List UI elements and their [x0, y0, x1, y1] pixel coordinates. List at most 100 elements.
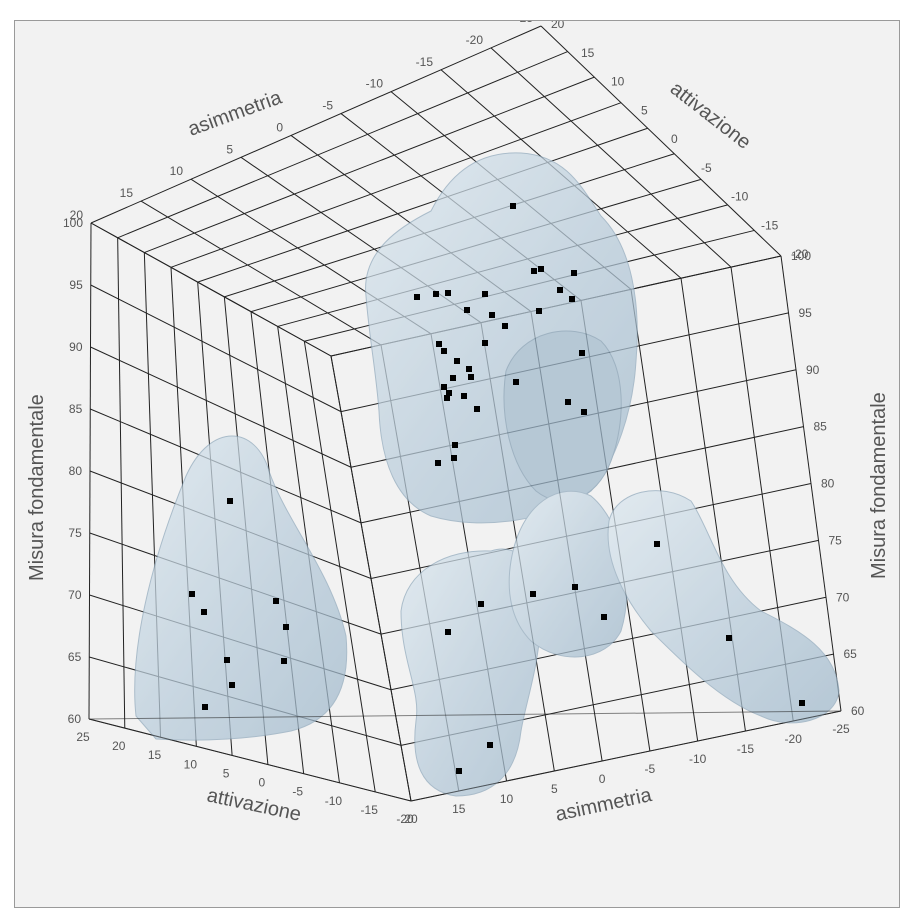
tick-right-z: 85 — [814, 420, 828, 434]
tick-left-z: 85 — [69, 402, 83, 416]
axis-title-top-left: asimmetria — [185, 86, 285, 140]
tick-bottom-right: -25 — [832, 722, 850, 736]
tick-bottom-left: -20 — [396, 812, 414, 826]
data-point — [227, 498, 233, 504]
data-point — [281, 658, 287, 664]
data-point — [538, 266, 544, 272]
data-point — [201, 609, 207, 615]
data-point — [557, 287, 563, 293]
scatter-points — [189, 203, 805, 774]
tick-top-left: 0 — [276, 120, 283, 134]
data-point — [579, 350, 585, 356]
tick-left-z: 70 — [68, 588, 82, 602]
data-point — [531, 268, 537, 274]
data-point — [456, 768, 462, 774]
data-point — [273, 598, 279, 604]
axis-title-right-z: Misura fondamentale — [868, 392, 890, 579]
tick-bottom-right: 5 — [551, 782, 558, 796]
tick-top-left: -10 — [366, 77, 384, 91]
tick-top-right: 15 — [581, 46, 595, 60]
data-point — [502, 323, 508, 329]
tick-top-right: -5 — [701, 161, 712, 175]
data-point — [445, 629, 451, 635]
surface-middle-blob — [503, 330, 622, 502]
data-point — [565, 399, 571, 405]
tick-right-z: 100 — [791, 249, 811, 263]
surface-left-cluster — [134, 435, 348, 741]
data-point — [482, 340, 488, 346]
tick-top-left: 10 — [170, 164, 184, 178]
tick-right-z: 90 — [806, 363, 820, 377]
data-point — [441, 384, 447, 390]
data-point — [450, 375, 456, 381]
grid-line — [90, 222, 332, 357]
data-point — [464, 307, 470, 313]
data-point — [202, 704, 208, 710]
data-point — [452, 442, 458, 448]
data-point — [510, 203, 516, 209]
tick-top-right: -15 — [761, 218, 779, 232]
surface-right-cluster — [607, 490, 840, 724]
floor-edge — [88, 718, 412, 802]
axis-title-left-z: Misura fondamentale — [26, 394, 48, 581]
data-point — [229, 682, 235, 688]
grid-line — [170, 102, 622, 268]
data-point — [489, 312, 495, 318]
tick-top-left: 5 — [226, 142, 233, 156]
grid-line — [117, 51, 568, 239]
tick-bottom-left: 5 — [223, 766, 230, 780]
data-point — [601, 614, 607, 620]
floor-edge — [88, 710, 842, 720]
tick-top-left: -15 — [416, 55, 434, 69]
grid-line — [144, 76, 595, 254]
grid-line — [197, 127, 648, 283]
tick-bottom-left: 10 — [184, 757, 198, 771]
axis-title-top-right: attivazione — [666, 78, 755, 154]
data-point — [530, 591, 536, 597]
grid-line — [90, 284, 342, 413]
tick-left-z: 60 — [68, 712, 82, 726]
tick-bottom-left: -15 — [361, 803, 379, 817]
data-point — [487, 742, 493, 748]
data-point — [224, 657, 230, 663]
data-point — [536, 308, 542, 314]
data-point — [569, 296, 575, 302]
data-point — [444, 395, 450, 401]
tick-top-left: 15 — [120, 186, 134, 200]
tick-top-left: -5 — [322, 99, 333, 113]
front-grid — [88, 710, 842, 802]
tick-top-right: -10 — [731, 190, 749, 204]
data-point — [451, 455, 457, 461]
tick-bottom-right: 10 — [500, 792, 514, 806]
data-point — [474, 406, 480, 412]
tick-top-right: -20 — [791, 247, 809, 261]
tick-right-z: 70 — [836, 590, 850, 604]
data-point — [441, 348, 447, 354]
tick-bottom-right: 20 — [404, 812, 418, 826]
tick-bottom-right: -5 — [645, 762, 656, 776]
data-point — [461, 393, 467, 399]
tick-bottom-right: 15 — [452, 802, 466, 816]
tick-left-z: 65 — [68, 650, 82, 664]
axis-title-bottom-right: asimmetria — [553, 784, 654, 826]
data-point — [581, 409, 587, 415]
data-point — [468, 374, 474, 380]
grid-line — [90, 25, 542, 224]
grid-line — [490, 47, 732, 268]
axis-title-bottom-left: attivazione — [205, 784, 303, 825]
data-point — [571, 270, 577, 276]
surface-bottom-left-cluster — [400, 548, 542, 797]
tick-bottom-left: -10 — [325, 794, 343, 808]
tick-top-right: 10 — [611, 75, 625, 89]
tick-left-z: 95 — [69, 278, 83, 292]
data-point — [435, 460, 441, 466]
grid-line — [140, 200, 382, 346]
density-surfaces — [134, 152, 840, 797]
tick-top-right: 20 — [551, 21, 565, 31]
tick-bottom-right: 0 — [599, 772, 606, 786]
data-point — [283, 624, 289, 630]
tick-right-z: 80 — [821, 477, 835, 491]
tick-bottom-left: -5 — [292, 785, 303, 799]
data-point — [433, 291, 439, 297]
tick-bottom-right: -15 — [737, 742, 755, 756]
